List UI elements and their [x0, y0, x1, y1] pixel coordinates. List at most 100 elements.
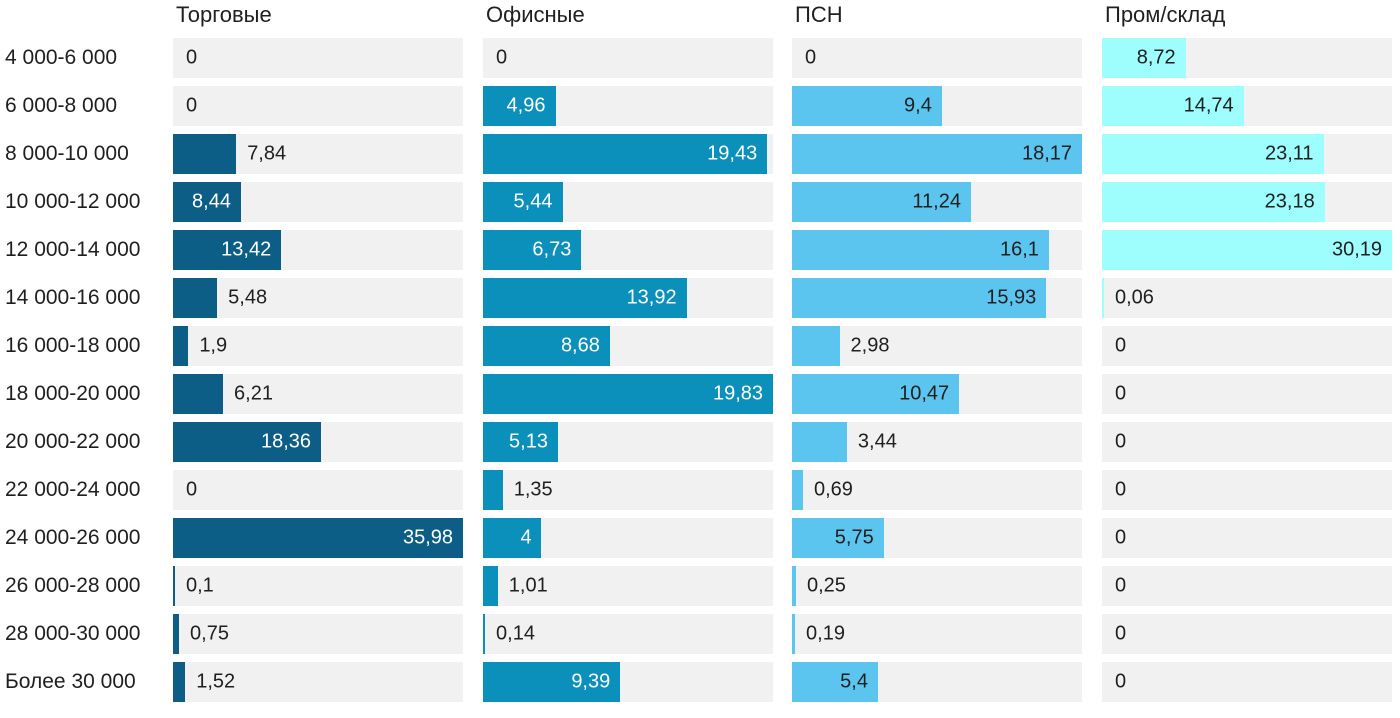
bar [173, 422, 321, 462]
bar-track: 0 [1102, 326, 1392, 366]
chart-cell: 5,48 [173, 278, 483, 318]
chart-cell: 6,21 [173, 374, 483, 414]
bar-value-label: 16,1 [999, 238, 1039, 261]
bar-track: 3,44 [792, 422, 1082, 462]
bar-track: 0 [792, 38, 1082, 78]
chart-cell: 0 [483, 38, 792, 78]
bar [792, 614, 796, 654]
bar-track: 5,13 [483, 422, 773, 462]
chart-cell: 0 [173, 38, 483, 78]
bar-track: 0,25 [792, 566, 1082, 606]
bar [792, 374, 960, 414]
chart-cell: 0 [173, 86, 483, 126]
bar-value-label: 23,11 [1264, 142, 1314, 165]
bar-track: 23,18 [1102, 182, 1392, 222]
bar [1102, 38, 1186, 78]
bar-track: 23,11 [1102, 134, 1392, 174]
chart-cell: 3,44 [792, 422, 1102, 462]
bar-track: 30,19 [1102, 230, 1392, 270]
bar-value-label: 19,83 [713, 382, 764, 405]
bar [173, 134, 237, 174]
bar-track: 19,83 [483, 374, 773, 414]
row-label: 10 000-12 000 [5, 190, 141, 213]
bar-value-label: 0 [186, 94, 198, 117]
chart-cell: 23,11 [1102, 134, 1392, 174]
bar-value-label: 0,69 [814, 478, 853, 501]
bar-track: 0 [1102, 422, 1392, 462]
bar-value-label: 0 [1115, 334, 1127, 357]
chart-cell: 0 [1102, 566, 1392, 606]
chart-cell: 8,68 [483, 326, 792, 366]
bar-value-label: 0,75 [190, 622, 229, 645]
row-label: 18 000-20 000 [5, 382, 141, 405]
chart-cell: 9,4 [792, 86, 1102, 126]
bar-value-label: 0 [1115, 430, 1127, 453]
bar-value-label: 0 [805, 46, 817, 69]
bar-track: 0,1 [173, 566, 463, 606]
bar-value-label: 6,73 [532, 238, 572, 261]
bar [483, 518, 542, 558]
chart-cell: 0,19 [792, 614, 1102, 654]
bar-value-label: 9,39 [571, 670, 611, 693]
row-label: 26 000-28 000 [5, 574, 141, 597]
row-label: 4 000-6 000 [5, 46, 118, 69]
bar-track: 2,98 [792, 326, 1082, 366]
chart-cell: 4 [483, 518, 792, 558]
column-header-1: Офисные [486, 2, 585, 27]
bar [792, 278, 1047, 318]
bar-value-label: 30,19 [1332, 238, 1383, 261]
bar [483, 374, 773, 414]
chart-cell: 0 [1102, 326, 1392, 366]
bar [173, 278, 218, 318]
chart-cell: 5,13 [483, 422, 792, 462]
bar [792, 662, 879, 702]
bar-value-label: 13,92 [626, 286, 677, 309]
chart-cell: 0 [1102, 470, 1392, 510]
bar-track: 0 [173, 38, 463, 78]
row-label: 14 000-16 000 [5, 286, 141, 309]
row-label: 6 000-8 000 [5, 94, 118, 117]
chart-cell: 15,93 [792, 278, 1102, 318]
bar-value-label: 8,72 [1136, 46, 1176, 69]
bar-value-label: 15,93 [986, 286, 1037, 309]
chart-cell: 5,44 [483, 182, 792, 222]
bar-value-label: 23,18 [1264, 190, 1315, 213]
header-corner-spacer [0, 2, 173, 30]
chart-cell: 4,96 [483, 86, 792, 126]
bar-track: 0 [1102, 614, 1392, 654]
chart-cell: 0 [1102, 374, 1392, 414]
chart-cell: 1,01 [483, 566, 792, 606]
bar-value-label: 0 [1115, 622, 1127, 645]
bar-value-label: 0,14 [496, 622, 535, 645]
chart-cell: 7,84 [173, 134, 483, 174]
bar-track: 1,9 [173, 326, 463, 366]
bar [483, 134, 768, 174]
bar-track: 6,73 [483, 230, 773, 270]
bar-value-label: 19,43 [707, 142, 758, 165]
bar-track: 13,92 [483, 278, 773, 318]
bar [483, 230, 582, 270]
bar [792, 566, 796, 606]
row-label: 12 000-14 000 [5, 238, 141, 261]
column-header-0: Торговые [176, 2, 272, 27]
chart-cell: 9,39 [483, 662, 792, 702]
bar-value-label: 1,35 [513, 478, 553, 501]
bar-value-label: 0 [1115, 670, 1127, 693]
bar-track: 5,48 [173, 278, 463, 318]
bar-value-label: 5,75 [834, 526, 874, 549]
bar-value-label: 18,17 [1022, 142, 1073, 165]
bar-value-label: 5,13 [509, 430, 548, 453]
bar-track: 19,43 [483, 134, 773, 174]
bar-value-label: 5,44 [513, 190, 553, 213]
chart-cell: 1,52 [173, 662, 483, 702]
chart-cell: 19,83 [483, 374, 792, 414]
bar-track: 4,96 [483, 86, 773, 126]
bar [173, 326, 189, 366]
chart-cell: 0,75 [173, 614, 483, 654]
bar-track: 7,84 [173, 134, 463, 174]
bar [483, 326, 610, 366]
bar-value-label: 8,44 [192, 190, 231, 213]
bar [792, 422, 847, 462]
chart-cell: 0 [1102, 662, 1392, 702]
